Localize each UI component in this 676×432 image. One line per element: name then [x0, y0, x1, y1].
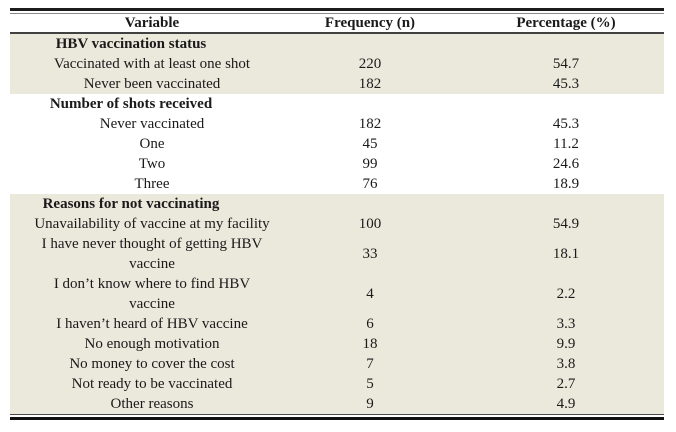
table-top-thin-rule [10, 13, 664, 14]
frequency-cell: 6 [366, 316, 374, 332]
table-row: Other reasons 9 4.9 [10, 394, 664, 414]
variable-cell: Other reasons [110, 396, 194, 412]
frequency-cell: 100 [358, 216, 382, 232]
frequency-cell: 182 [358, 76, 382, 92]
column-header-variable: Variable [124, 15, 180, 31]
frequency-cell: 99 [362, 156, 378, 172]
section-header-row: Number of shots received [10, 94, 664, 114]
frequency-cell: 45 [362, 136, 378, 152]
section-header-row: Reasons for not vaccinating [10, 194, 664, 214]
table-section: Number of shots received Never vaccinated… [10, 94, 664, 194]
section-header-label: Number of shots received [49, 96, 213, 112]
percentage-cell: 24.6 [552, 156, 580, 172]
table-row: No enough motivation 18 9.9 [10, 334, 664, 354]
variable-cell: I have never thought of getting HBV vacc… [41, 236, 263, 272]
results-table: Variable Frequency (n) Percentage (%) HB… [10, 8, 664, 420]
variable-cell: Never been vaccinated [83, 76, 221, 92]
frequency-cell: 33 [362, 246, 378, 262]
percentage-cell: 54.7 [552, 56, 580, 72]
variable-cell: No money to cover the cost [69, 356, 235, 372]
header-separator-rule [10, 32, 664, 34]
percentage-cell: 9.9 [556, 336, 576, 352]
table-row: Two 99 24.6 [10, 154, 664, 174]
frequency-cell: 220 [358, 56, 382, 72]
variable-cell: Never vaccinated [99, 116, 205, 132]
percentage-cell: 54.9 [552, 216, 580, 232]
variable-cell: One [139, 136, 165, 152]
table-row: Never been vaccinated 182 45.3 [10, 74, 664, 94]
variable-cell: Vaccinated with at least one shot [53, 56, 251, 72]
table-row: Unavailability of vaccine at my facility… [10, 214, 664, 234]
percentage-cell: 18.9 [552, 176, 580, 192]
table-row: No money to cover the cost 7 3.8 [10, 354, 664, 374]
column-header-frequency: Frequency (n) [324, 15, 416, 31]
table-top-thick-rule [10, 8, 664, 11]
table-row: I haven’t heard of HBV vaccine 6 3.3 [10, 314, 664, 334]
percentage-cell: 4.9 [556, 396, 576, 412]
table-row: One 45 11.2 [10, 134, 664, 154]
table-header-row: Variable Frequency (n) Percentage (%) [10, 14, 664, 32]
table-row: Not ready to be vaccinated 5 2.7 [10, 374, 664, 394]
variable-cell: No enough motivation [84, 336, 220, 352]
frequency-cell: 5 [366, 376, 374, 392]
variable-cell: Two [138, 156, 166, 172]
table-section: Reasons for not vaccinating Unavailabilit… [10, 194, 664, 414]
table-row: Three 76 18.9 [10, 174, 664, 194]
frequency-cell: 4 [366, 286, 374, 302]
variable-cell: Unavailability of vaccine at my facility [34, 216, 270, 232]
table-row: Vaccinated with at least one shot 220 54.7 [10, 54, 664, 74]
frequency-cell: 7 [366, 356, 374, 372]
percentage-cell: 45.3 [552, 116, 580, 132]
table-row: Never vaccinated 182 45.3 [10, 114, 664, 134]
variable-cell: Not ready to be vaccinated [71, 376, 233, 392]
section-header-row: HBV vaccination status [10, 34, 664, 54]
table-body: HBV vaccination status Vaccinated with at… [10, 34, 664, 414]
column-header-percentage: Percentage (%) [516, 15, 616, 31]
table-bottom-thin-rule [10, 414, 664, 415]
table-row: I don’t know where to find HBV vaccine 4 2… [10, 274, 664, 314]
section-header-label: Reasons for not vaccinating [42, 196, 220, 212]
variable-cell: I don’t know where to find HBV vaccine [53, 276, 251, 312]
section-header-label: HBV vaccination status [55, 36, 207, 52]
frequency-cell: 76 [362, 176, 378, 192]
frequency-cell: 9 [366, 396, 374, 412]
percentage-cell: 3.8 [556, 356, 576, 372]
percentage-cell: 18.1 [552, 246, 580, 262]
percentage-cell: 3.3 [556, 316, 576, 332]
frequency-cell: 182 [358, 116, 382, 132]
table-bottom-thick-rule [10, 417, 664, 420]
percentage-cell: 2.2 [556, 286, 576, 302]
percentage-cell: 11.2 [553, 136, 579, 152]
table-row: I have never thought of getting HBV vacc… [10, 234, 664, 274]
variable-cell: Three [134, 176, 170, 192]
frequency-cell: 18 [362, 336, 378, 352]
percentage-cell: 45.3 [552, 76, 580, 92]
percentage-cell: 2.7 [556, 376, 576, 392]
variable-cell: I haven’t heard of HBV vaccine [56, 316, 248, 332]
table-section: HBV vaccination status Vaccinated with at… [10, 34, 664, 94]
